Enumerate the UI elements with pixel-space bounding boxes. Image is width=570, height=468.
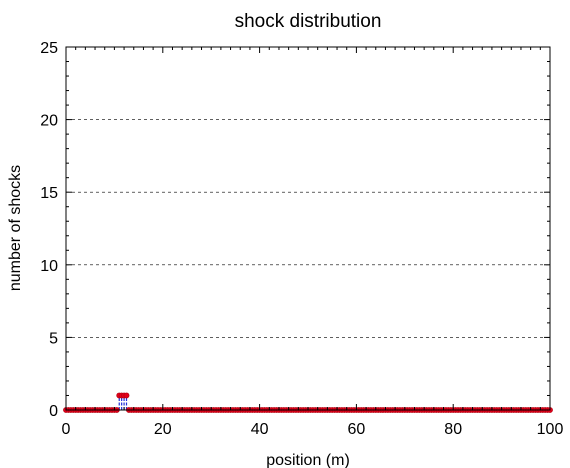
y-axis-label: number of shocks	[7, 165, 24, 291]
x-tick-label: 40	[251, 421, 269, 438]
x-tick-label: 20	[154, 421, 172, 438]
y-tick-label: 10	[40, 258, 58, 275]
grid-lines	[66, 119, 550, 338]
x-tick-label: 80	[444, 421, 462, 438]
y-tick-label: 15	[40, 185, 58, 202]
y-tick-label: 20	[40, 113, 58, 130]
x-tick-label: 60	[348, 421, 366, 438]
data-point	[123, 392, 130, 399]
y-tick-label: 0	[49, 403, 58, 420]
x-tick-labels: 0 20 40 60 80 100	[62, 421, 564, 438]
y-tick-label: 25	[40, 40, 58, 57]
chart-title: shock distribution	[235, 11, 382, 32]
x-tick-label: 0	[62, 421, 71, 438]
x-tick-label: 100	[537, 421, 564, 438]
axis-ticks	[65, 46, 551, 411]
y-tick-labels: 0 5 10 15 20 25	[40, 40, 58, 420]
y-tick-label: 5	[49, 330, 58, 347]
plot-frame	[65, 46, 551, 411]
x-axis-label: position (m)	[266, 452, 350, 468]
